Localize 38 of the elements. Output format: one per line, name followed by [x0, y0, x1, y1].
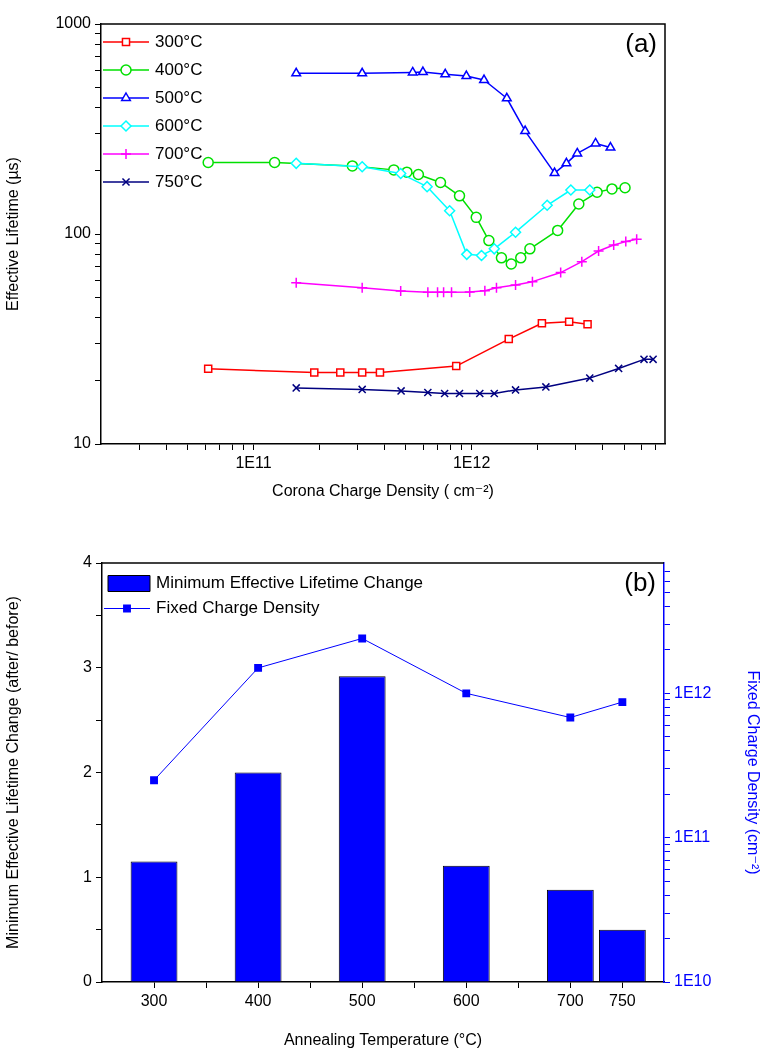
y-tick-label: 10 — [73, 434, 92, 452]
x-tick-label: 300 — [140, 992, 168, 1010]
point — [358, 634, 367, 643]
annotation: (b) — [624, 567, 656, 598]
x-axis-title: Corona Charge Density ( cm⁻²) — [272, 481, 494, 499]
x-tick-label: 600 — [452, 992, 480, 1010]
legend-label: 300°C — [155, 31, 203, 51]
y-axis-title: Effective Lifetime (µs) — [4, 157, 22, 311]
y-tick-label: 1 — [83, 867, 93, 885]
legend-label: 600°C — [155, 115, 203, 135]
y2-tick-label: 1E11 — [674, 828, 711, 846]
y2-tick-label: 1E12 — [674, 683, 712, 701]
point — [566, 713, 575, 722]
y2-axis-title: Fixed Charge Density (cm⁻²) — [744, 670, 762, 875]
point — [150, 776, 158, 785]
point — [462, 689, 471, 698]
legend-label: Minimum Effective Lifetime Change — [156, 573, 424, 593]
x-tick-label: 700 — [556, 992, 584, 1010]
point — [254, 664, 263, 672]
y-tick-label: 2 — [83, 762, 93, 780]
x-tick-label: 400 — [244, 992, 272, 1010]
y-tick-label: 3 — [83, 658, 93, 676]
point — [618, 698, 627, 706]
y-tick-label: 100 — [64, 224, 92, 242]
y2-tick-label: 1E10 — [674, 972, 712, 990]
legend-label: Fixed Charge Density — [156, 598, 320, 618]
legend-label: 400°C — [155, 59, 203, 79]
legend-label: 500°C — [155, 87, 203, 107]
annotation: (a) — [625, 28, 657, 59]
x-axis-title: Annealing Temperature (°C) — [283, 1030, 483, 1048]
y-axis-title: Minimum Effective Lifetime Change (after/ before) — [4, 596, 22, 949]
y-tick-label: 4 — [83, 553, 93, 571]
y-tick-label: 0 — [83, 972, 93, 990]
x-tick-label: 750 — [609, 992, 636, 1010]
x-tick-label: 500 — [348, 992, 376, 1010]
legend-label: 700°C — [155, 143, 203, 163]
legend-label: 750°C — [155, 171, 203, 191]
y-tick-label: 1000 — [55, 14, 92, 32]
